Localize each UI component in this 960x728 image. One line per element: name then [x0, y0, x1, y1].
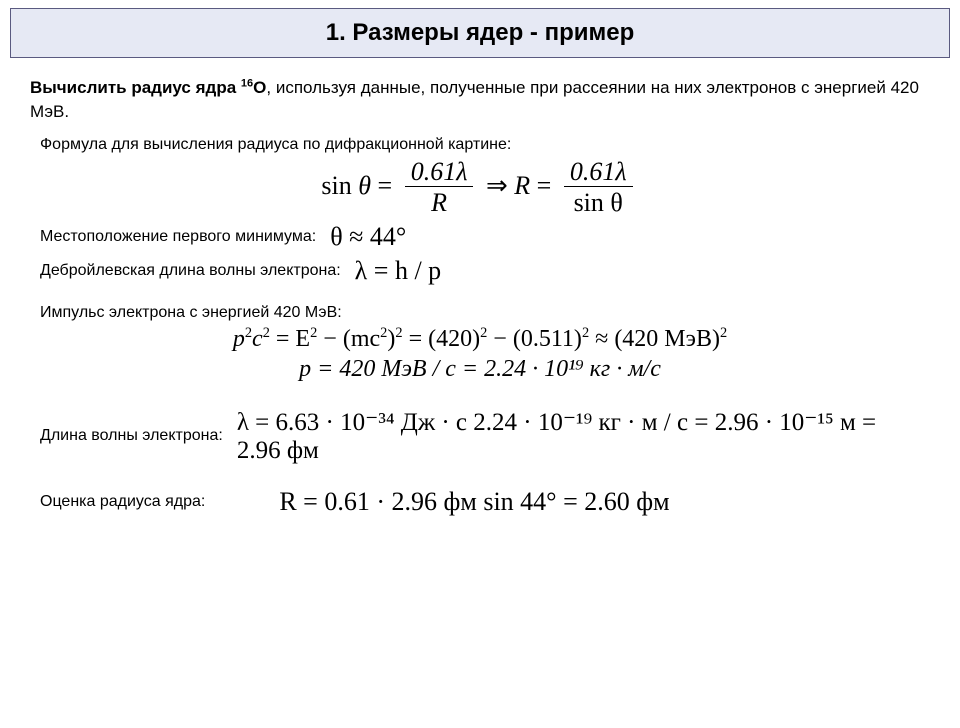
diffraction-formula-intro: Формула для вычисления радиуса по дифрак… [40, 136, 920, 154]
arrow: ⇒ [486, 171, 514, 200]
sup-8: 2 [720, 325, 727, 341]
momentum-relation: p2c2 = E2 − (mc2)2 = (420)2 − (0.511)2 ≈… [0, 326, 960, 352]
debroglie-label: Дебройлевская длина волны электрона: [40, 262, 341, 280]
lambda-hp: λ = h / p [355, 256, 442, 286]
radius-row: Оценка радиуса ядра: R = 0.61 · 2.96 фм … [40, 487, 920, 517]
R-rhs: = 2.60 фм [563, 487, 669, 516]
isotope-mass: 16 [241, 77, 253, 89]
sup-2: 2 [263, 325, 270, 341]
lambda-frac-num: 6.63 · 10⁻³⁴ Дж · с [276, 409, 467, 436]
frac-1: 0.61λ R [405, 158, 474, 218]
frac1-num: 0.61λ [405, 158, 474, 188]
E-part: = E [270, 326, 310, 352]
R-var: R [514, 171, 530, 200]
radius-label: Оценка радиуса ядра: [40, 493, 205, 511]
wavelength-row: Длина волны электрона: λ = 6.63 · 10⁻³⁴ … [40, 407, 920, 465]
momentum-value: p = 420 МэВ / c = 2.24 · 10¹⁹ кг · м/с [0, 356, 960, 382]
num420: = (420) [403, 326, 481, 352]
momentum-intro: Импульс электрона с энергией 420 МэВ: [40, 304, 920, 322]
frac2-den: sin θ [564, 187, 633, 218]
eq2: = [530, 171, 558, 200]
problem-statement: Вычислить радиус ядра 16O, используя дан… [30, 76, 930, 124]
approx-part: ≈ (420 МэВ) [589, 326, 720, 352]
sin-label: sin [321, 171, 358, 200]
frac2-num: 0.61λ [564, 158, 633, 188]
p-sym: p [233, 326, 245, 352]
first-minimum-row: Местоположение первого минимума: θ ≈ 44° [40, 222, 920, 252]
diffraction-formula: sin θ = 0.61λ R ⇒ R = 0.61λ sin θ [0, 158, 960, 218]
theta-var: θ [358, 171, 371, 200]
slide-title: 1. Размеры ядер - пример [10, 8, 950, 58]
debroglie-row: Дебройлевская длина волны электрона: λ =… [40, 256, 920, 286]
p-value-expr: p = 420 МэВ / c = 2.24 · 10¹⁹ кг · м/с [299, 356, 661, 382]
problem-bold-prefix: Вычислить радиус ядра [30, 78, 241, 97]
R-frac-den: sin 44° [483, 487, 556, 516]
theta-value: θ ≈ 44° [330, 222, 406, 252]
sup-1: 2 [245, 325, 252, 341]
eq1: = [371, 171, 399, 200]
frac1-den: R [405, 187, 474, 218]
lambda-frac: 6.63 · 10⁻³⁴ Дж · с 2.24 · 10⁻¹⁹ кг · м … [276, 409, 695, 436]
wavelength-label: Длина волны электрона: [40, 427, 223, 445]
sup-5: 2 [395, 325, 402, 341]
isotope: 16O [241, 78, 266, 97]
mc-part: − (mc [317, 326, 380, 352]
frac-2: 0.61λ sin θ [564, 158, 633, 218]
lambda-calc: λ = 6.63 · 10⁻³⁴ Дж · с 2.24 · 10⁻¹⁹ кг … [237, 407, 920, 465]
R-lhs: R = [279, 487, 324, 516]
lambda-frac-den: 2.24 · 10⁻¹⁹ кг · м / с [473, 409, 688, 436]
R-calc: R = 0.61 · 2.96 фм sin 44° = 2.60 фм [279, 487, 669, 517]
R-frac-num: 0.61 · 2.96 фм [324, 487, 476, 516]
c-sym: c [252, 326, 263, 352]
R-frac: 0.61 · 2.96 фм sin 44° [324, 487, 563, 516]
first-minimum-label: Местоположение первого минимума: [40, 228, 316, 246]
isotope-symbol: O [253, 78, 266, 97]
num0511: − (0.511) [487, 326, 582, 352]
lambda-lhs: λ = [237, 409, 276, 436]
